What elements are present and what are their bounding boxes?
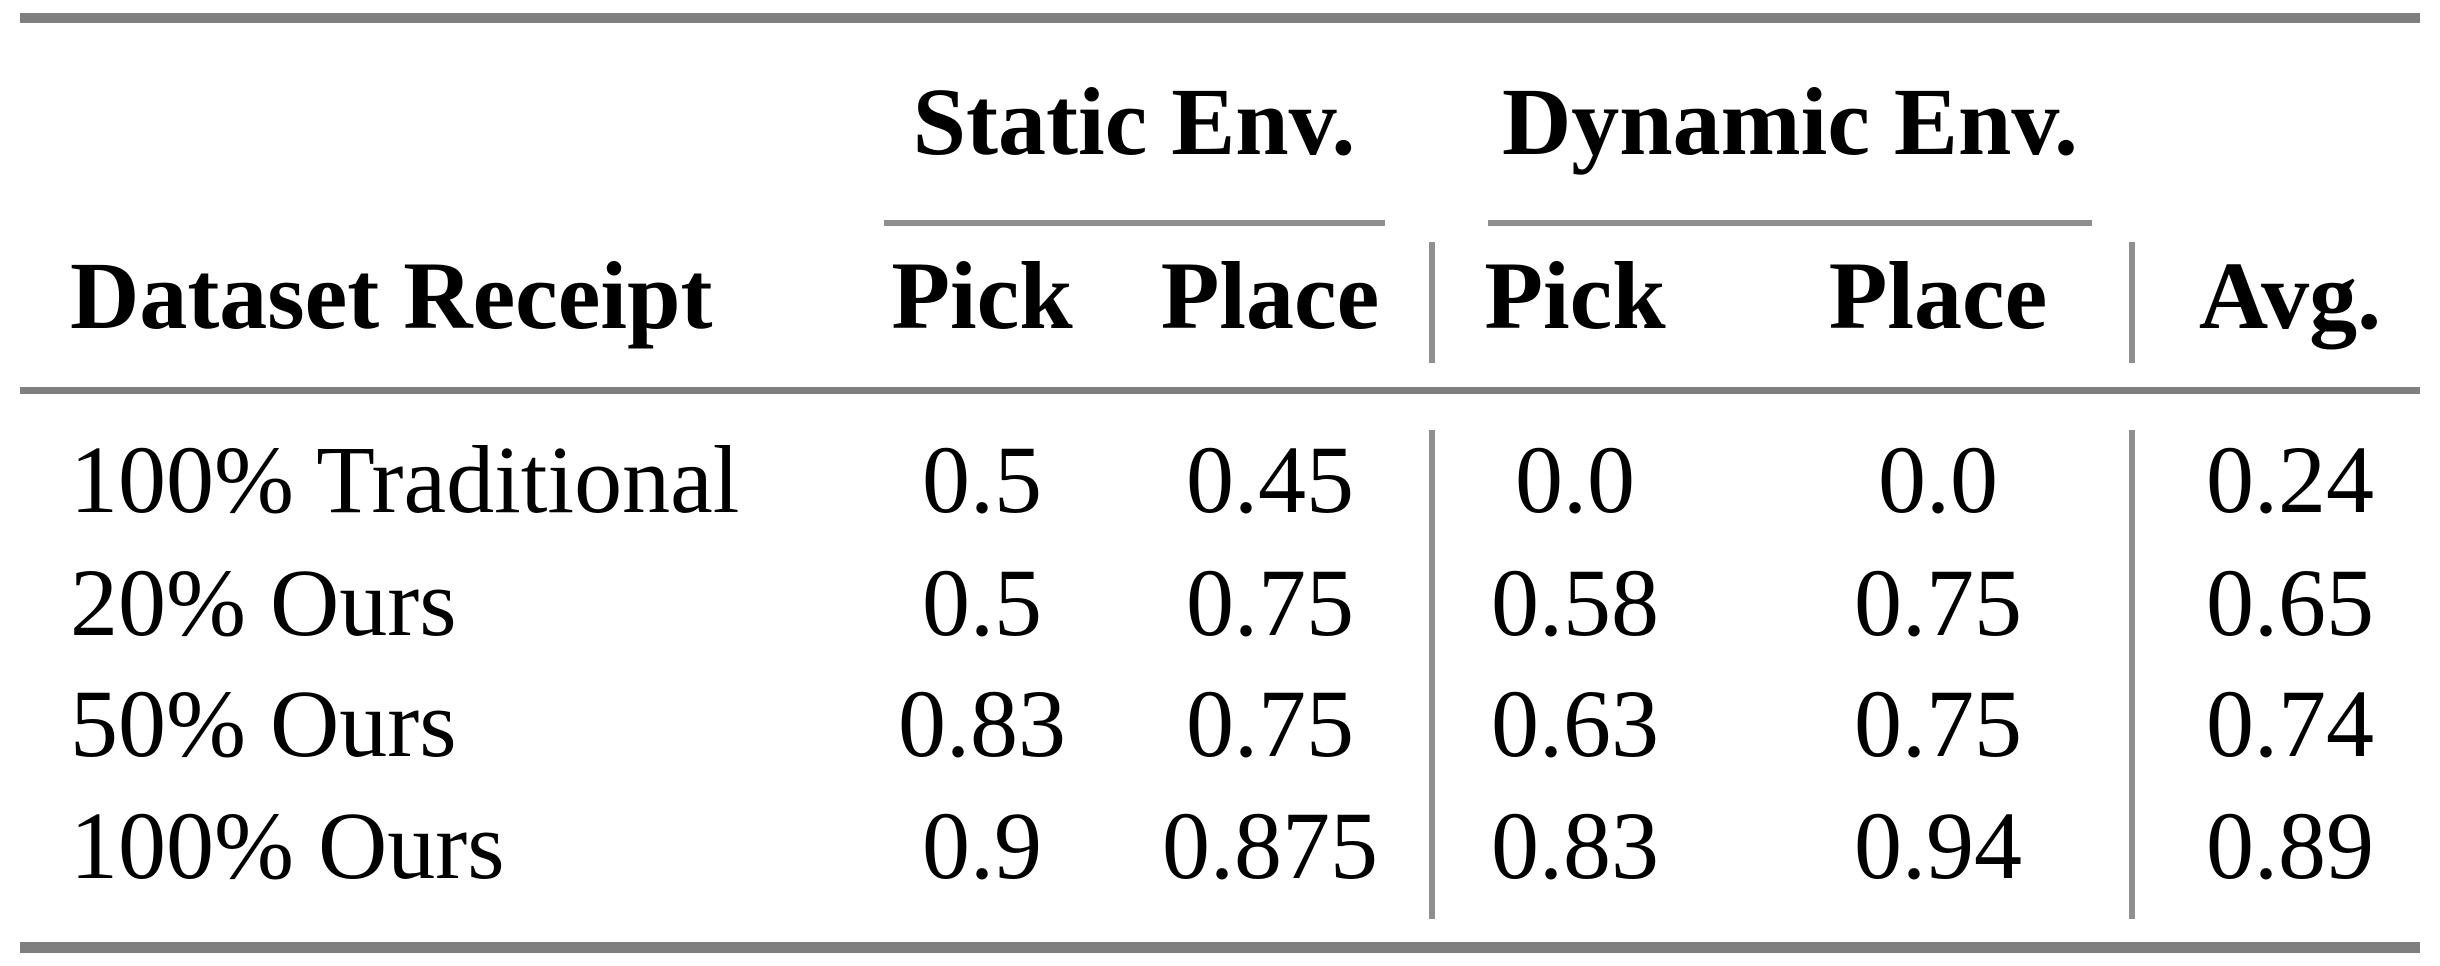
col-header-dataset-receipt: Dataset Receipt	[70, 242, 713, 349]
vertical-rule-static-dynamic	[1429, 430, 1435, 919]
cell-static-pick: 0.5	[922, 549, 1042, 656]
col-header-dynamic-pick: Pick	[1484, 242, 1666, 349]
cell-avg: 0.89	[2206, 792, 2374, 899]
cell-dynamic-place: 0.75	[1854, 670, 2022, 777]
cell-dynamic-pick: 0.83	[1491, 792, 1659, 899]
header-midrule	[20, 387, 2420, 394]
cell-static-pick: 0.5	[922, 426, 1042, 533]
col-header-avg: Avg.	[2198, 242, 2382, 349]
vertical-rule-dynamic-avg	[2129, 430, 2135, 919]
cell-dynamic-pick: 0.58	[1491, 549, 1659, 656]
col-header-static-place: Place	[1160, 242, 1380, 349]
static-env-underline	[884, 220, 1385, 226]
cell-static-place: 0.875	[1162, 792, 1378, 899]
cell-dynamic-pick: 0.0	[1515, 426, 1635, 533]
cell-static-place: 0.45	[1186, 426, 1354, 533]
cell-avg: 0.24	[2206, 426, 2374, 533]
cell-dynamic-pick: 0.63	[1491, 670, 1659, 777]
vertical-rule-dynamic-avg	[2129, 242, 2135, 363]
cell-avg: 0.65	[2206, 549, 2374, 656]
dynamic-env-underline	[1488, 220, 2092, 226]
bottom-rule	[20, 942, 2420, 953]
row-label: 20% Ours	[70, 549, 457, 656]
vertical-rule-static-dynamic	[1429, 242, 1435, 363]
cell-static-place: 0.75	[1186, 670, 1354, 777]
col-header-dynamic-place: Place	[1828, 242, 2048, 349]
cell-static-place: 0.75	[1186, 549, 1354, 656]
row-label: 50% Ours	[70, 670, 457, 777]
col-header-static-pick: Pick	[891, 242, 1073, 349]
cell-dynamic-place: 0.75	[1854, 549, 2022, 656]
top-rule	[20, 13, 2420, 23]
cell-dynamic-place: 0.0	[1878, 426, 1998, 533]
cell-static-pick: 0.9	[922, 792, 1042, 899]
col-group-dynamic-env: Dynamic Env.	[1501, 68, 2079, 175]
cell-static-pick: 0.83	[898, 670, 1066, 777]
row-label: 100% Ours	[70, 792, 505, 899]
row-label: 100% Traditional	[70, 426, 740, 533]
cell-avg: 0.74	[2206, 670, 2374, 777]
cell-dynamic-place: 0.94	[1854, 792, 2022, 899]
col-group-static-env: Static Env.	[912, 68, 1356, 175]
